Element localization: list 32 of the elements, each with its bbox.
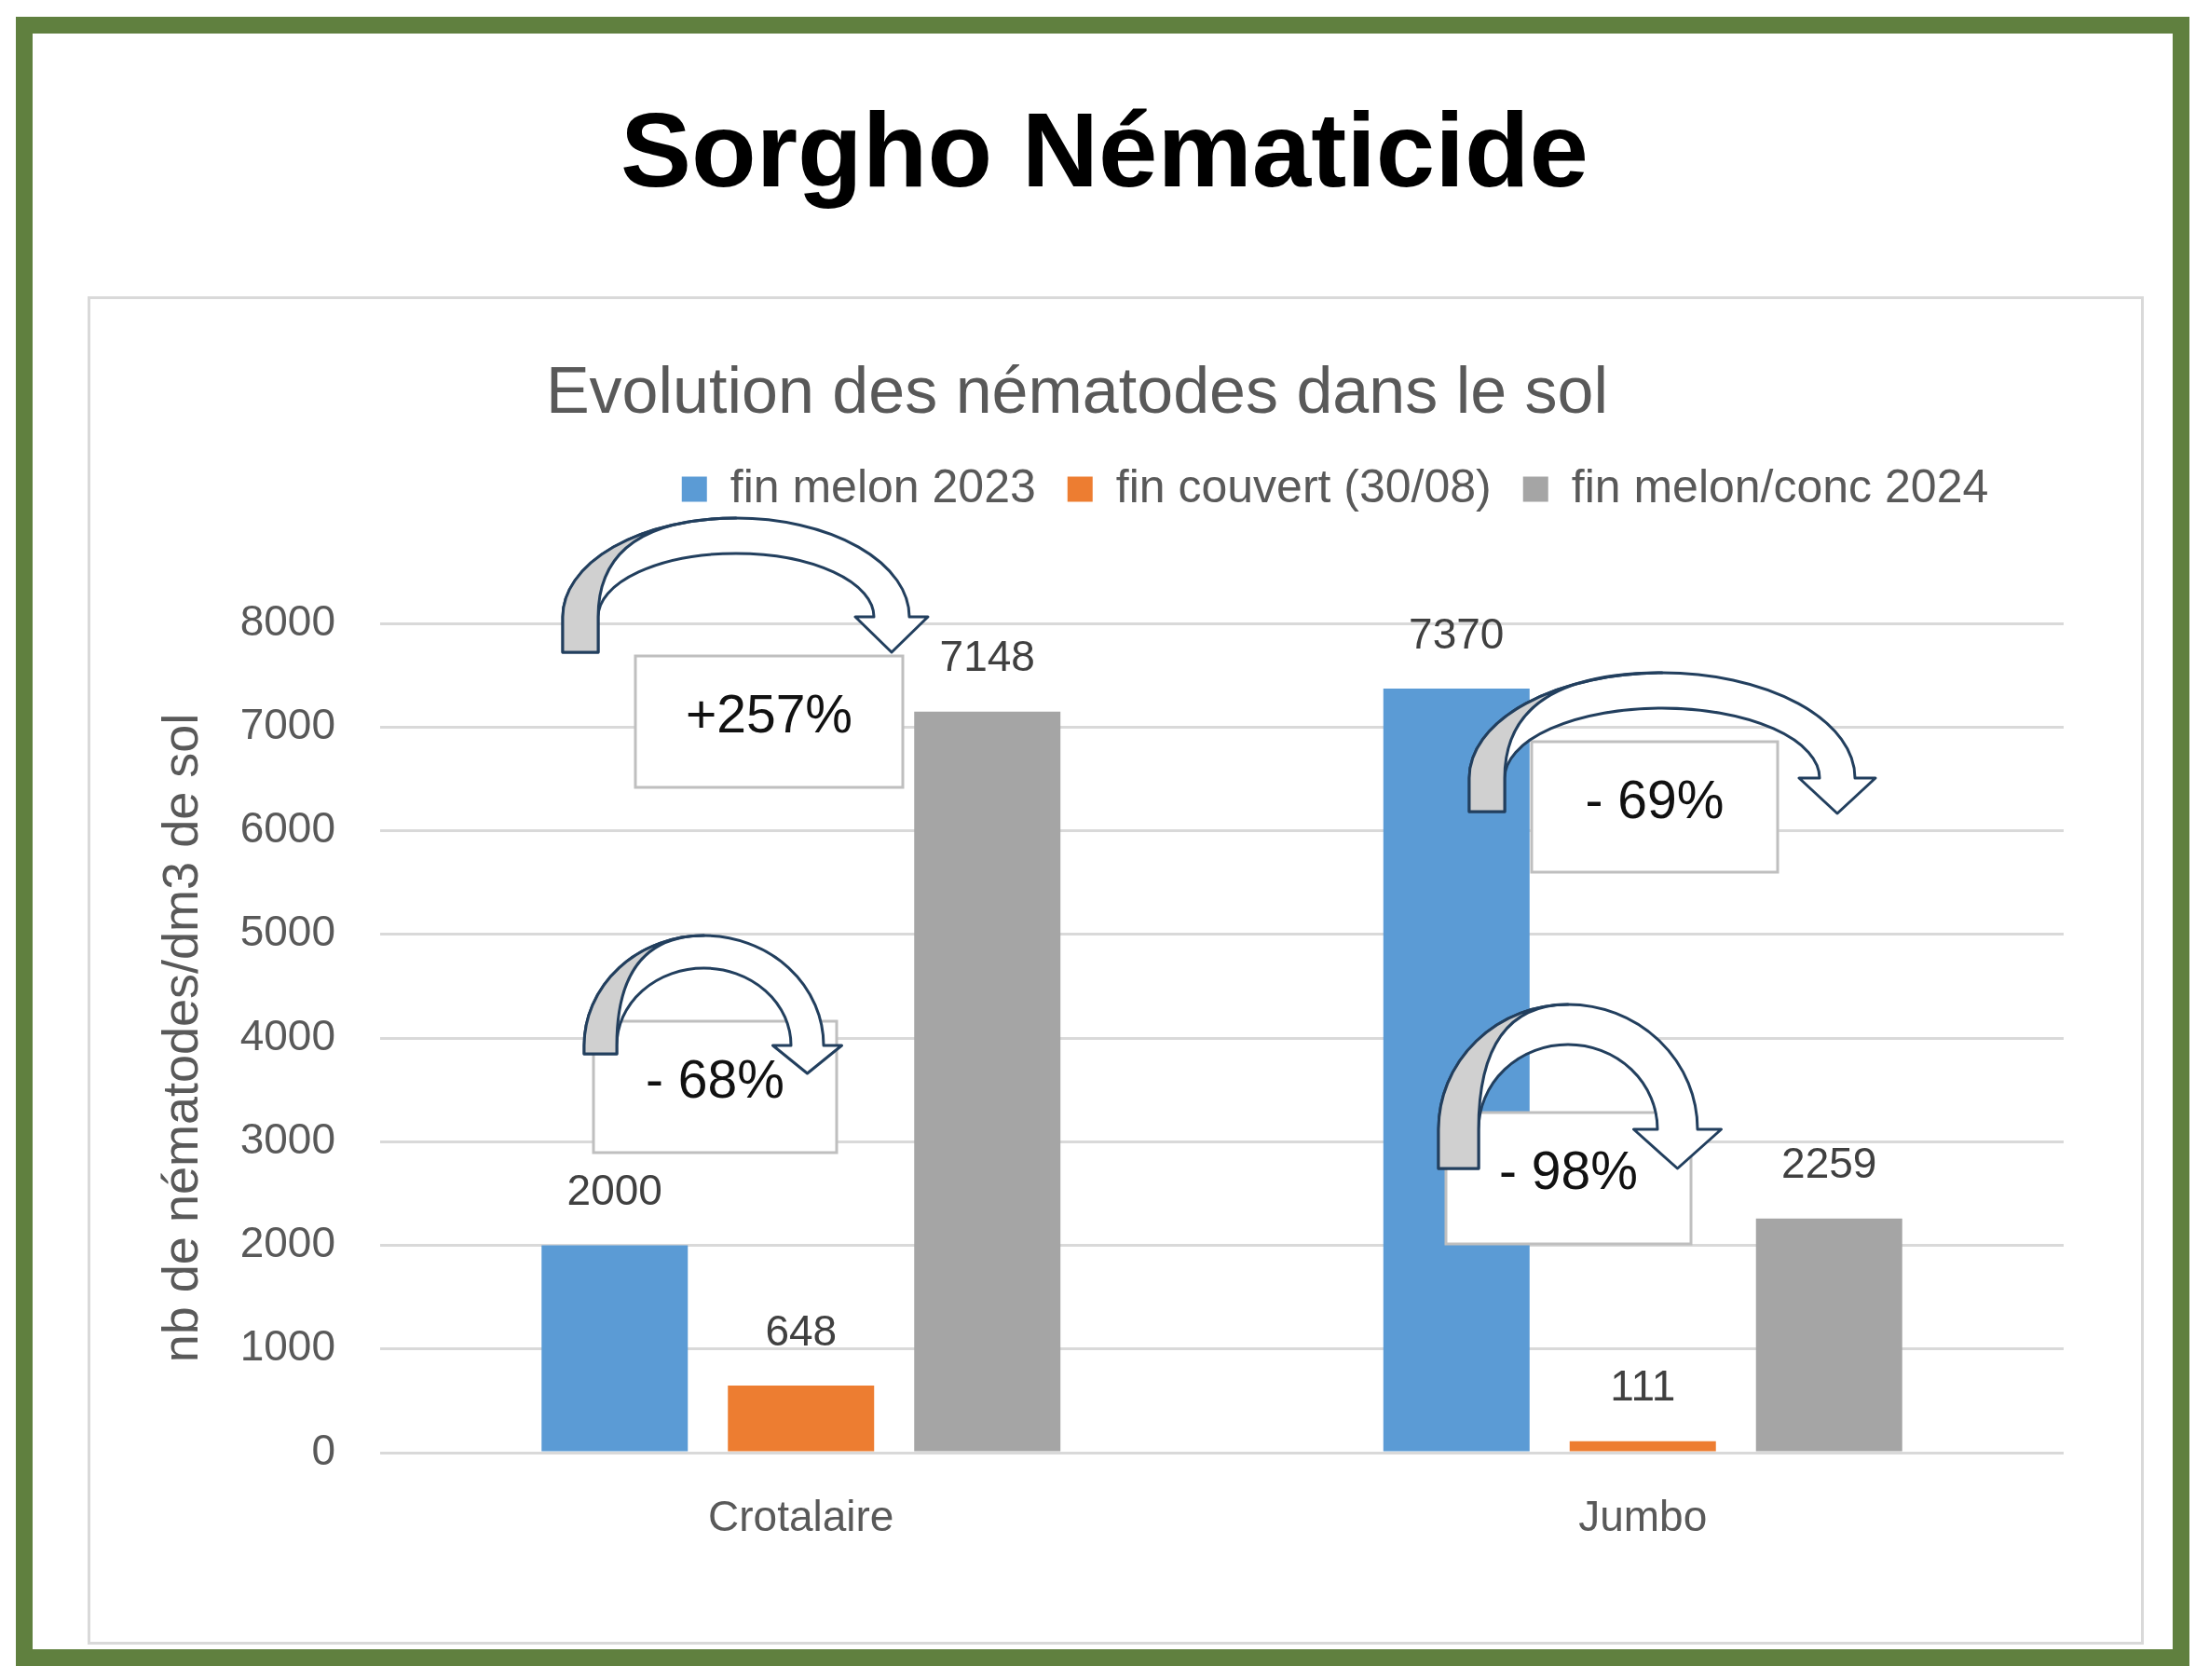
chart-title: Sorgho Nématicide [620,89,1589,211]
y-tick-label: 1000 [239,1321,335,1371]
legend-label: fin melon 2023 [730,459,1036,512]
annotation: +257% [685,684,853,744]
data-label: 648 [765,1305,838,1355]
y-axis-title: nb de nématodes/dm3 de sol [152,713,209,1363]
chart-subtitle: Evolution des nématodes dans le sol [545,354,1609,428]
legend-label: fin melon/conc 2024 [1571,459,1989,512]
y-tick-label: 7000 [239,699,335,748]
annotation: - 68% [646,1049,784,1110]
data-label: 7370 [1409,608,1505,658]
data-label: 2000 [566,1166,662,1215]
y-tick-label: 4000 [239,1010,335,1059]
bar [1569,1441,1716,1452]
y-tick-label: 8000 [239,595,335,645]
data-label: 111 [1610,1361,1676,1411]
y-tick-label: 5000 [239,907,335,956]
annotation: - 69% [1585,769,1725,829]
y-tick-label: 0 [311,1425,335,1474]
bar [1755,1218,1902,1452]
y-tick-label: 6000 [239,803,335,853]
data-label: 2259 [1781,1139,1877,1188]
legend-label: fin couvert (30/08) [1115,459,1492,512]
bar [728,1385,875,1452]
x-tick-label: Crotalaire [708,1492,894,1541]
bar [914,711,1061,1452]
y-tick-label: 2000 [239,1218,335,1267]
y-tick-label: 3000 [239,1113,335,1163]
data-label: 7148 [939,632,1035,681]
bar [541,1245,689,1452]
annotation: - 98% [1499,1140,1638,1201]
x-tick-label: Jumbo [1578,1492,1708,1541]
